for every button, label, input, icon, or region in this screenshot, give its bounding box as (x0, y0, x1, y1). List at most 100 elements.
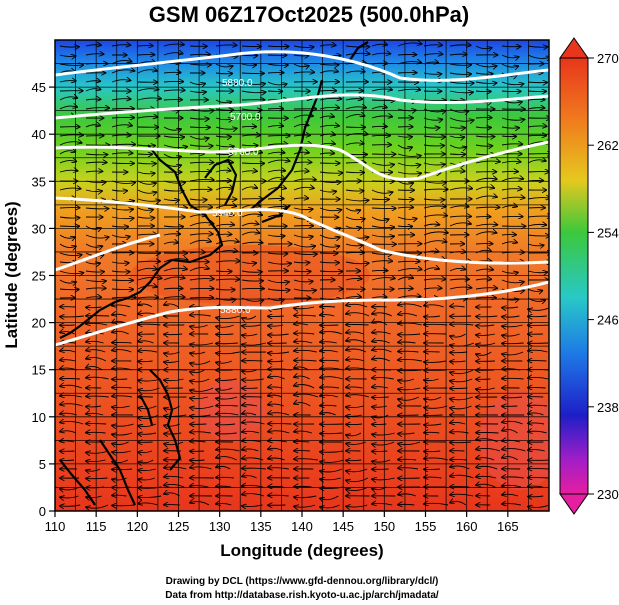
streamline-arrow (86, 460, 106, 462)
streamline-arrow (293, 243, 315, 247)
streamline-arrow (163, 234, 180, 235)
streamline-arrow (85, 125, 100, 128)
streamline-arrow (423, 279, 446, 280)
streamline-arrow (501, 189, 522, 190)
streamline-arrow (371, 208, 396, 209)
streamline-arrow (345, 262, 369, 264)
streamline-arrow (241, 163, 264, 164)
streamline-arrow (216, 388, 233, 390)
streamline-arrow (241, 126, 256, 127)
streamline-arrow (450, 361, 466, 362)
streamline-arrow (319, 98, 341, 100)
streamline-arrow (501, 63, 518, 67)
streamline-arrow (215, 136, 231, 137)
streamline-arrow (215, 109, 233, 110)
streamline-arrow (476, 325, 495, 326)
streamline-arrow (449, 127, 465, 128)
streamline-arrow (86, 413, 104, 415)
streamline-arrow (268, 486, 284, 487)
streamline-arrow (293, 171, 309, 172)
streamline-arrow (449, 188, 472, 190)
streamline-arrow (372, 341, 390, 344)
streamline-arrow (190, 406, 214, 409)
streamline-arrow (268, 495, 289, 496)
streamline-arrow (85, 297, 101, 298)
streamline-arrow (242, 422, 265, 424)
streamline-arrow (527, 235, 549, 236)
streamline-arrow (528, 350, 548, 352)
streamline-arrow (189, 91, 206, 92)
streamline-arrow (189, 297, 213, 298)
streamline-arrow (86, 496, 102, 498)
streamline-arrow (216, 361, 232, 363)
streamline-arrow (111, 99, 131, 100)
streamline-arrow (85, 208, 108, 209)
streamline-arrow (190, 467, 212, 469)
streamline-arrow (527, 224, 546, 226)
streamline-arrow (241, 73, 264, 74)
streamline-arrow (215, 224, 234, 226)
streamline-arrow (475, 224, 497, 226)
streamline-arrow (450, 324, 474, 325)
streamline-arrow (423, 199, 444, 200)
streamline-arrow (86, 350, 106, 352)
contour-line (55, 196, 549, 265)
streamline-arrow (85, 45, 101, 46)
streamline-arrow (189, 109, 214, 111)
streamline-arrow (215, 251, 237, 253)
streamline-arrow (371, 163, 394, 165)
streamline-arrow (163, 181, 185, 183)
height-contours (55, 50, 549, 347)
streamline-arrow (86, 377, 109, 379)
streamline-arrow (111, 80, 130, 82)
x-tick-label: 125 (168, 519, 190, 534)
streamline-arrow (319, 143, 335, 145)
streamline-arrow (397, 144, 412, 148)
streamline-arrow (475, 82, 497, 83)
streamline-arrow (267, 160, 290, 164)
streamline-arrow (268, 361, 284, 362)
streamline-arrow (241, 145, 258, 146)
streamline-arrow (320, 377, 343, 379)
streamline-arrow (527, 108, 544, 109)
streamline-arrow (163, 44, 184, 46)
streamline-arrow (215, 154, 232, 155)
streamline-arrow (293, 124, 309, 128)
streamline-arrow (216, 379, 237, 380)
streamline-arrow (293, 152, 309, 154)
streamline-arrow (241, 232, 259, 236)
streamline-arrow (86, 468, 101, 471)
streamline-arrow (501, 197, 525, 199)
streamline-arrow (424, 424, 442, 425)
streamline-arrow (86, 487, 105, 488)
streamline-arrow (112, 451, 131, 453)
x-axis-ticks: 110 115 120 125 130 135 140 145 150 155 160 165 (45, 511, 519, 534)
streamline-arrow (424, 432, 440, 433)
streamline-arrow (346, 486, 369, 491)
streamline-arrow (423, 45, 442, 46)
streamline-arrow (215, 99, 231, 103)
streamline-arrow (111, 235, 130, 237)
streamline-arrow (164, 352, 180, 354)
streamline-arrow (189, 288, 214, 289)
streamline-arrow (346, 477, 369, 482)
streamline-arrow (111, 153, 133, 154)
streamline-arrow (138, 487, 162, 488)
streamline-arrow (190, 369, 205, 373)
streamline-arrow (112, 406, 130, 408)
streamline-arrow (111, 226, 128, 227)
streamline-arrow (527, 288, 542, 291)
streamline-arrow (449, 91, 473, 93)
streamline-arrow (346, 424, 363, 425)
streamline-arrow (528, 369, 549, 370)
streamline-arrow (398, 388, 421, 390)
streamline-arrow (528, 505, 549, 507)
streamline-arrow (450, 369, 474, 374)
streamline-arrow (294, 376, 310, 380)
streamline-arrow (293, 115, 313, 119)
streamline-arrow (319, 298, 341, 300)
streamline-arrow (423, 73, 441, 74)
streamline-arrow (450, 396, 473, 400)
streamline-arrow (423, 100, 446, 101)
streamline-arrow (320, 387, 340, 388)
